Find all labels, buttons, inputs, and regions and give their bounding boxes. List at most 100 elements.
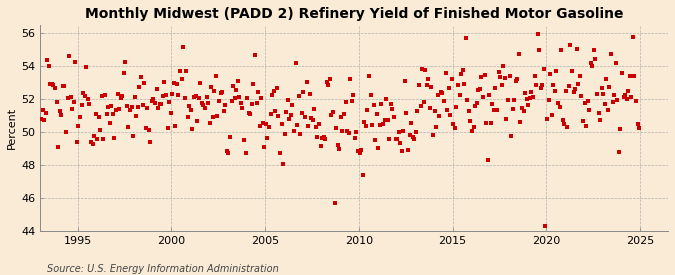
Point: [367, 122, 377, 127]
Point: [309, 107, 320, 112]
Point: [460, 36, 471, 40]
Point: [130, 95, 140, 99]
Point: [237, 106, 248, 110]
Point: [591, 92, 602, 96]
Point: [98, 136, 109, 141]
Point: [88, 134, 99, 138]
Point: [628, 34, 639, 39]
Point: [599, 101, 610, 106]
Point: [423, 77, 434, 81]
Point: [138, 81, 149, 85]
Point: [107, 112, 118, 116]
Point: [252, 90, 263, 94]
Point: [485, 121, 496, 125]
Point: [466, 129, 477, 133]
Point: [523, 102, 534, 107]
Point: [612, 98, 623, 103]
Point: [301, 80, 312, 84]
Point: [630, 99, 641, 103]
Point: [45, 82, 56, 86]
Point: [473, 87, 484, 92]
Point: [81, 64, 92, 69]
Point: [137, 103, 148, 107]
Point: [225, 135, 236, 139]
Point: [512, 77, 522, 81]
Point: [329, 201, 340, 205]
Point: [402, 147, 413, 152]
Point: [479, 73, 490, 77]
Point: [103, 105, 113, 109]
Point: [188, 95, 199, 99]
Point: [327, 110, 338, 114]
Point: [596, 86, 607, 91]
Point: [101, 112, 112, 116]
Point: [448, 121, 459, 126]
Point: [118, 70, 129, 75]
Point: [192, 119, 202, 123]
Point: [125, 108, 136, 112]
Point: [516, 105, 527, 110]
Point: [406, 121, 416, 125]
Point: [122, 104, 132, 108]
Point: [294, 94, 304, 98]
Point: [217, 90, 227, 94]
Point: [579, 101, 590, 106]
Point: [298, 90, 308, 95]
Point: [287, 102, 298, 107]
Point: [243, 110, 254, 115]
Point: [384, 137, 395, 141]
Point: [142, 106, 153, 110]
Point: [256, 96, 267, 100]
Point: [340, 100, 351, 104]
Point: [379, 118, 390, 123]
Point: [601, 77, 612, 81]
Point: [205, 121, 215, 125]
Point: [464, 109, 475, 113]
Point: [521, 97, 532, 101]
Point: [120, 60, 131, 64]
Point: [420, 68, 431, 72]
Point: [319, 135, 329, 139]
Point: [289, 129, 300, 133]
Point: [346, 99, 357, 103]
Point: [50, 86, 61, 90]
Point: [211, 73, 221, 78]
Point: [431, 124, 441, 129]
Point: [37, 108, 48, 112]
Point: [148, 97, 159, 101]
Point: [70, 59, 81, 64]
Point: [182, 115, 193, 119]
Point: [443, 86, 454, 90]
Point: [337, 128, 348, 133]
Point: [490, 86, 501, 90]
Point: [161, 93, 171, 97]
Point: [362, 108, 373, 112]
Point: [580, 124, 591, 129]
Point: [232, 78, 243, 83]
Point: [437, 91, 448, 95]
Point: [268, 89, 279, 93]
Point: [290, 61, 301, 65]
Point: [524, 96, 535, 101]
Point: [529, 74, 540, 78]
Point: [357, 173, 368, 177]
Point: [157, 94, 168, 98]
Point: [42, 58, 53, 62]
Point: [454, 93, 465, 97]
Point: [163, 100, 174, 105]
Point: [605, 52, 616, 56]
Point: [345, 77, 356, 81]
Point: [198, 102, 209, 107]
Point: [292, 123, 302, 127]
Text: Source: U.S. Energy Information Administration: Source: U.S. Energy Information Administ…: [47, 264, 279, 274]
Point: [570, 87, 580, 92]
Point: [614, 150, 624, 154]
Point: [526, 90, 537, 95]
Point: [496, 83, 507, 87]
Point: [364, 74, 375, 78]
Point: [273, 114, 284, 119]
Point: [201, 95, 212, 100]
Point: [115, 96, 126, 100]
Point: [478, 95, 489, 100]
Point: [40, 110, 51, 115]
